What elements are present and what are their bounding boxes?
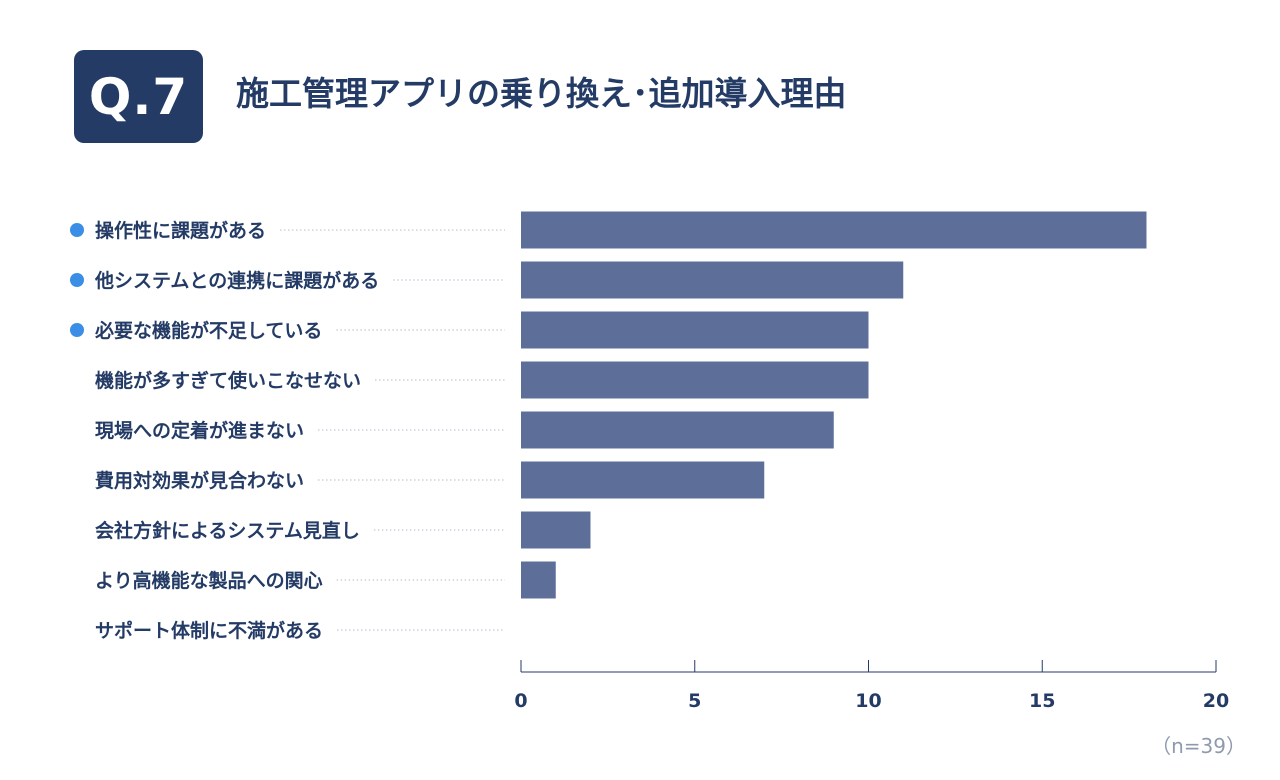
leader-lines xyxy=(280,229,505,631)
bar-3 xyxy=(521,311,869,349)
category-label-4: 機能が多すぎて使いこなせない xyxy=(95,369,361,392)
category-label-8: より高機能な製品への関心 xyxy=(95,569,323,592)
x-tick-label-5: 5 xyxy=(688,690,701,712)
bullet-dot-3 xyxy=(70,323,84,337)
category-label-2: 他システムとの連携に課題がある xyxy=(94,269,379,292)
x-tick-label-0: 0 xyxy=(514,690,527,712)
bar-7 xyxy=(521,511,591,549)
category-label-1: 操作性に課題がある xyxy=(95,219,266,242)
bar-8 xyxy=(521,561,556,599)
bar-5 xyxy=(521,411,834,449)
category-label-7: 会社方針によるシステム見直し xyxy=(95,519,360,542)
question-badge: Q.7 xyxy=(74,50,203,143)
bullets xyxy=(70,223,84,337)
category-labels: 操作性に課題がある他システムとの連携に課題がある必要な機能が不足している機能が多… xyxy=(94,219,379,642)
x-axis: 0 5 10 15 20 xyxy=(514,660,1229,712)
bar-6 xyxy=(521,461,765,499)
bullet-dot-2 xyxy=(70,273,84,287)
x-tick-label-10: 10 xyxy=(855,690,881,712)
bar-2 xyxy=(521,261,904,299)
bar-1 xyxy=(521,211,1147,249)
category-label-3: 必要な機能が不足している xyxy=(94,319,322,342)
bars xyxy=(521,211,1147,599)
bar-4 xyxy=(521,361,869,399)
category-label-5: 現場への定着が進まない xyxy=(95,419,304,442)
bullet-dot-1 xyxy=(70,223,84,237)
x-tick-label-15: 15 xyxy=(1029,690,1055,712)
category-label-9: サポート体制に不満がある xyxy=(95,619,323,642)
sample-size-note: （n=39） xyxy=(1151,734,1246,758)
category-label-6: 費用対効果が見合わない xyxy=(95,469,304,492)
x-tick-label-20: 20 xyxy=(1203,690,1229,712)
chart-title: 施工管理アプリの乗り換え･追加導入理由 xyxy=(236,74,847,113)
